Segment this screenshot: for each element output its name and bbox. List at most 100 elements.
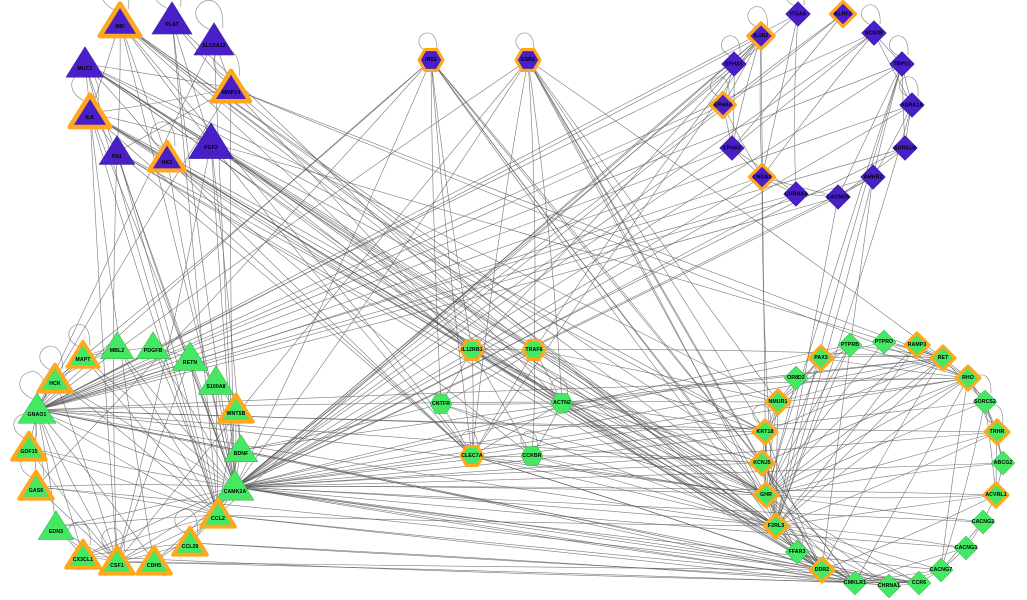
graph-edge — [821, 494, 997, 571]
graph-edge — [55, 486, 236, 528]
graph-edge — [765, 494, 984, 523]
node-shape-diamond — [954, 364, 982, 392]
graph-edge — [765, 494, 890, 587]
graph-node-cmklr1[interactable]: CMKLR1 — [836, 564, 874, 600]
node-shape-triangle — [146, 139, 188, 173]
self-loop-edge — [752, 404, 772, 425]
node-shape-triangle — [171, 525, 209, 557]
graph-edge — [531, 455, 777, 527]
graph-edge — [234, 147, 733, 488]
graph-edge — [777, 357, 944, 403]
node-shape-diamond — [719, 135, 745, 161]
graph-edge — [765, 344, 851, 496]
graph-edge — [765, 494, 920, 584]
graph-edge — [533, 349, 779, 403]
graph-edge — [217, 514, 856, 584]
graph-node-gas6[interactable]: GAS6 — [14, 465, 58, 509]
graph-node-il12rb1[interactable]: IL12RB1 — [454, 332, 490, 368]
graph-node-chrna4[interactable]: CHRNA4 — [777, 175, 816, 214]
graph-node-slc6a12[interactable]: SLC6A12 — [189, 16, 239, 66]
node-shape-triangle — [215, 469, 255, 501]
graph-edge — [775, 377, 969, 527]
graph-edge — [761, 462, 856, 584]
graph-node-cacng5[interactable]: CACNG5 — [819, 178, 858, 217]
graph-edge — [234, 486, 890, 587]
graph-edge — [440, 349, 535, 405]
self-loop-edge — [889, 35, 909, 57]
self-loop-edge — [174, 508, 198, 534]
graph-edge — [234, 59, 432, 488]
graph-edge — [36, 409, 118, 563]
node-shape-triangle — [135, 544, 173, 576]
graph-edge — [765, 494, 856, 584]
graph-edge — [171, 19, 563, 404]
graph-edge — [761, 377, 969, 464]
graph-edge — [764, 357, 944, 433]
node-shape-diamond — [746, 21, 776, 51]
graph-edge — [765, 357, 944, 496]
graph-node-amhr2[interactable]: AMHR2 — [854, 158, 893, 197]
graph-edge — [166, 157, 236, 488]
graph-edge — [234, 357, 822, 488]
graph-edge — [440, 403, 767, 496]
node-shape-triangle — [188, 122, 234, 159]
graph-edge — [430, 59, 473, 351]
graph-edge — [471, 455, 777, 527]
graph-node-trpv1[interactable]: TRPV1 — [883, 45, 922, 84]
graph-node-fgf2[interactable]: FGF2 — [184, 116, 238, 170]
graph-node-ccr6[interactable]: CCR6 — [900, 564, 938, 600]
graph-node-esr2[interactable]: ESR2 — [509, 41, 547, 79]
graph-node-irs1[interactable]: IRS1 — [412, 41, 450, 79]
graph-node-hk2[interactable]: HK2 — [144, 135, 190, 181]
graph-edge — [775, 344, 918, 527]
node-shape-diamond — [860, 164, 886, 190]
node-shape-diamond — [764, 388, 792, 416]
graph-edge — [794, 13, 799, 195]
graph-node-adra1a[interactable]: ADRA1A — [893, 86, 932, 125]
graph-node-cckbr[interactable]: CCKBR — [514, 438, 550, 474]
graph-node-fn1[interactable]: FN1 — [94, 129, 140, 175]
node-shape-triangle — [36, 362, 74, 394]
graph-edge — [36, 409, 219, 516]
graph-edge — [35, 59, 432, 488]
graph-edge — [54, 379, 118, 563]
graph-edge — [531, 455, 767, 496]
node-shape-triangle — [97, 1, 143, 39]
graph-node-gdf15[interactable]: GDF15 — [7, 426, 51, 470]
graph-node-cntfr[interactable]: CNTFR — [423, 386, 459, 422]
graph-node-clec7a[interactable]: CLEC7A — [454, 438, 490, 474]
graph-node-wnt5b[interactable]: WNT5B — [214, 388, 258, 432]
graph-edge — [54, 59, 432, 381]
graph-edge — [234, 431, 766, 488]
graph-edge — [189, 357, 219, 516]
graph-node-traf6[interactable]: TRAF6 — [516, 332, 552, 368]
graph-node-itga8[interactable]: ITGA8 — [779, 0, 818, 34]
graph-edge — [116, 561, 856, 584]
self-loop-edge — [67, 521, 91, 547]
graph-node-actn2[interactable]: ACTN2 — [544, 385, 580, 421]
graph-edge — [189, 542, 856, 584]
graph-edge — [35, 486, 219, 516]
graph-edge — [234, 63, 735, 488]
node-shape-triangle — [10, 430, 48, 462]
graph-edge — [28, 447, 236, 488]
graph-node-cdh5[interactable]: CDH5 — [132, 540, 176, 584]
node-shape-triangle — [65, 339, 101, 369]
graph-edge — [854, 377, 969, 584]
self-loop-edge — [787, 0, 805, 7]
graph-edge — [234, 193, 797, 488]
node-shape-diamond — [972, 389, 998, 415]
self-loop-edge — [520, 430, 538, 450]
graph-node-epha5[interactable]: EPHA5 — [715, 45, 754, 84]
graph-node-muc1[interactable]: MUC1 — [61, 40, 109, 88]
graph-edge — [761, 32, 875, 178]
graph-edge — [119, 21, 473, 457]
graph-node-epha4[interactable]: EPHA4 — [704, 86, 743, 125]
graph-edge — [36, 59, 529, 411]
graph-edge — [775, 104, 913, 527]
graph-node-mmp14[interactable]: MMP14 — [207, 64, 255, 112]
graph-edge — [36, 193, 797, 411]
node-shape-diamond — [871, 329, 897, 355]
graph-edge — [764, 431, 823, 571]
